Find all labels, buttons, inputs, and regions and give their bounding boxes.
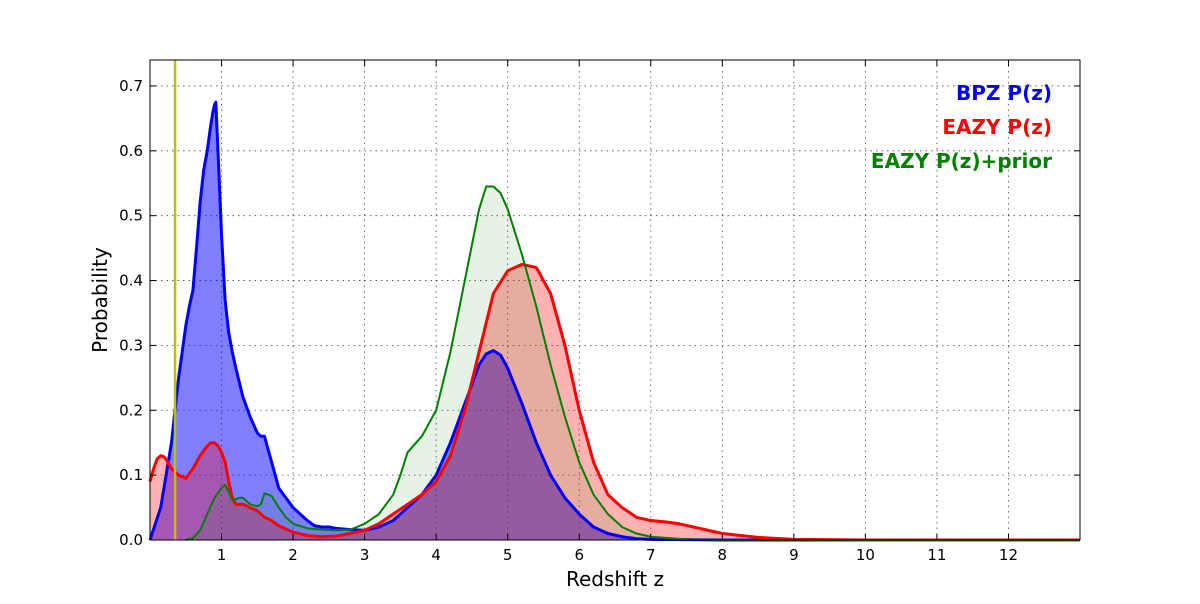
- y-tick-label: 0.2: [119, 401, 143, 419]
- grid: [150, 60, 1080, 541]
- series-fill-0: [150, 102, 1080, 540]
- series-lines: [148, 100, 1080, 542]
- series-line-0: [148, 100, 1080, 542]
- x-tick-label: 4: [431, 546, 441, 564]
- x-tick-label: 2: [288, 546, 298, 564]
- y-tick-label: 0.6: [119, 142, 143, 160]
- x-tick-label: 7: [646, 546, 656, 564]
- axis-ticks: 1 2 3 4 5 6 7 8 9 10 11 120.00.10.20.30.40.50.60.7: [119, 60, 1080, 564]
- y-tick-label: 0.0: [119, 531, 143, 549]
- x-tick-label: 11: [927, 546, 946, 564]
- x-tick-label: 1: [217, 546, 227, 564]
- legend: BPZ P(z) EAZY P(z) EAZY P(z)+prior: [871, 81, 1052, 173]
- legend-entry-0: BPZ P(z): [956, 81, 1052, 105]
- y-tick-label: 0.4: [119, 272, 143, 290]
- y-axis-title: Probability: [88, 247, 112, 353]
- x-tick-label: 3: [360, 546, 370, 564]
- y-tick-label: 0.5: [119, 207, 143, 225]
- x-tick-label: 8: [718, 546, 728, 564]
- legend-entry-2: EAZY P(z)+prior: [871, 149, 1052, 173]
- x-tick-label: 12: [999, 546, 1018, 564]
- plot-frame: [149, 59, 1081, 541]
- y-tick-label: 0.3: [119, 336, 143, 354]
- series-line-2: [185, 185, 1080, 541]
- x-tick-label: 10: [856, 546, 875, 564]
- series-line-1: [148, 262, 1080, 542]
- y-tick-label: 0.1: [119, 466, 143, 484]
- x-tick-label: 5: [503, 546, 513, 564]
- series-fill-1: [150, 264, 1080, 540]
- x-tick-label: 6: [574, 546, 584, 564]
- series-fill-2: [185, 186, 1080, 541]
- x-axis-title: Redshift z: [566, 567, 664, 591]
- legend-entry-1: EAZY P(z): [942, 115, 1052, 139]
- x-tick-label: 9: [789, 546, 799, 564]
- y-tick-label: 0.7: [119, 77, 143, 95]
